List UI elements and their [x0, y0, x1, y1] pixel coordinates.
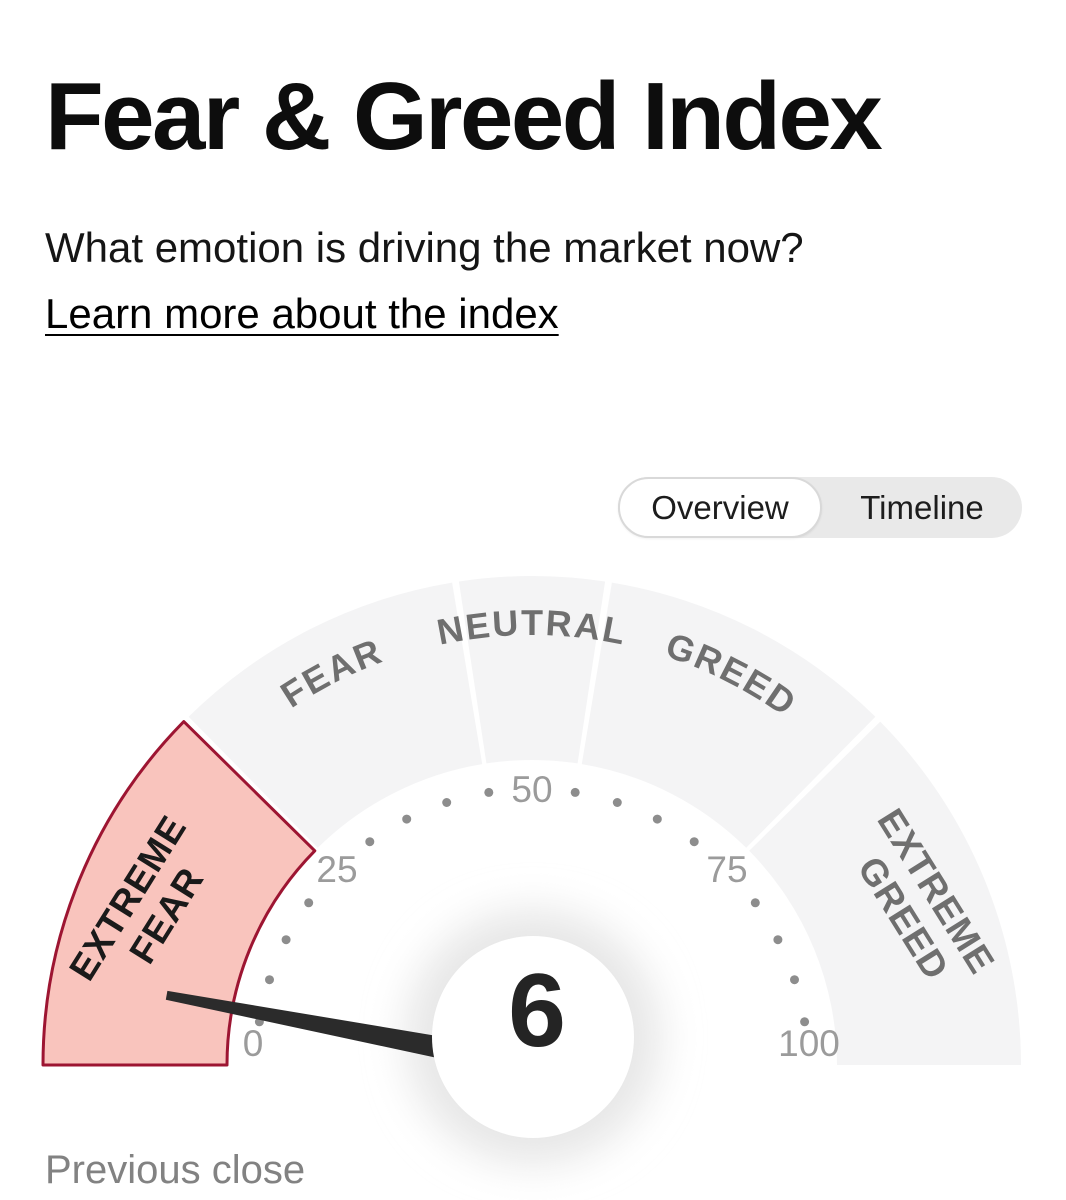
view-toggle: Overview Timeline [618, 477, 1022, 538]
subtitle: What emotion is driving the market now? [45, 224, 804, 271]
fear-greed-gauge: FEAR NEUTRAL GREED EXTREME FEAR EXTREME … [41, 576, 1022, 1165]
tick-label-75: 75 [706, 849, 747, 890]
segment-extreme-fear [41, 720, 317, 1067]
segment-fear [188, 582, 483, 848]
segment-neutral [458, 576, 606, 764]
segment-greed [581, 582, 876, 848]
previous-close-label: Previous close [45, 1148, 306, 1192]
tick-label-0: 0 [243, 1023, 264, 1064]
segment-extreme-greed [749, 721, 1022, 1065]
center-disc [432, 936, 634, 1138]
learn-more-link[interactable]: Learn more about the index [45, 290, 559, 337]
tick-label-100: 100 [778, 1023, 840, 1064]
tick-label-50: 50 [511, 769, 552, 810]
tick-dots [254, 787, 810, 1027]
tab-overview[interactable]: Overview [618, 477, 822, 538]
page-title: Fear & Greed Index [45, 63, 883, 170]
tab-timeline[interactable]: Timeline [860, 488, 984, 526]
gauge-value: 6 [508, 953, 566, 1069]
tick-label-25: 25 [316, 849, 357, 890]
